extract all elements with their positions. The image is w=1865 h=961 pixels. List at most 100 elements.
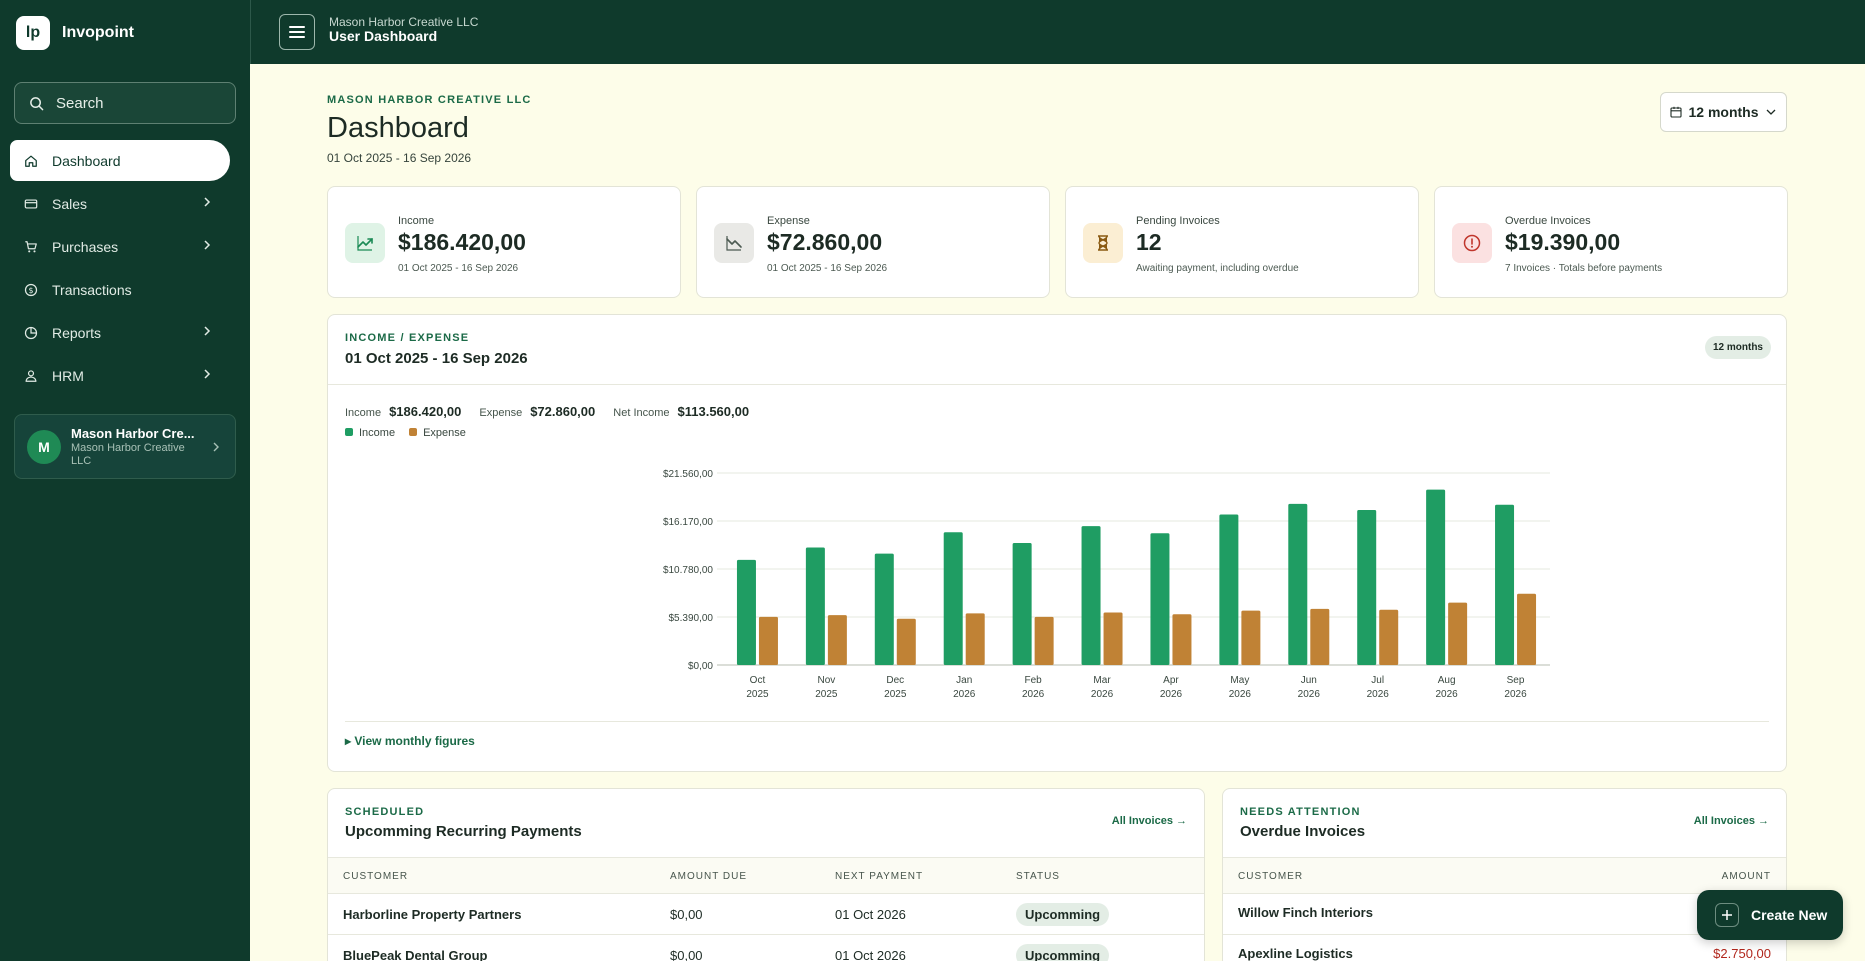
chart-title: 01 Oct 2025 - 16 Sep 2026 [345,350,528,367]
table-row[interactable]: Willow Finch Interiors [1223,894,1786,935]
bar-income [874,553,894,665]
sidebar: lp Invopoint Search Dashboard Sales Purc… [0,0,250,961]
bar-income [943,532,963,665]
hourglass-icon [1083,223,1123,263]
bar-income [805,547,825,665]
x-tick-label: Sep [1507,675,1525,686]
chevron-down-icon [1766,109,1775,115]
chevron-right-icon [213,442,219,452]
x-tick-label: 2025 [815,689,838,700]
sidebar-item-sales[interactable]: Sales [10,183,230,224]
page-date-range: 01 Oct 2025 - 16 Sep 2026 [327,151,472,165]
card-icon [24,198,38,209]
bar-expense [1310,608,1330,665]
app-name: Invopoint [62,24,134,41]
chevron-right-icon [204,369,211,379]
search-placeholder: Search [56,94,104,112]
menu-toggle-button[interactable] [279,14,315,50]
bar-income [1012,542,1032,665]
x-tick-label: 2026 [953,689,976,700]
stat-subtext: 01 Oct 2025 - 16 Sep 2026 [767,263,888,274]
topbar: Mason Harbor Creative LLC User Dashboard [250,0,1865,64]
sidebar-item-dashboard[interactable]: Dashboard [10,140,230,181]
sidebar-item-label: Purchases [52,238,119,255]
x-tick-label: 2026 [1229,689,1252,700]
sidebar-item-reports[interactable]: Reports [10,312,230,353]
bar-expense [1034,616,1054,665]
chevron-right-icon [204,240,211,250]
bar-income [1426,489,1446,665]
stat-card-overdue-invoices: Overdue Invoices $19.390,00 7 Invoices ·… [1434,186,1788,298]
total-net-income: Net Income $113.560,00 [613,404,750,419]
bar-expense [758,616,778,665]
alert-icon [1452,223,1492,263]
page-eyebrow: MASON HARBOR CREATIVE LLC [327,94,532,106]
section-eyebrow: SCHEDULED [345,806,425,818]
view-monthly-figures-toggle[interactable]: ▸ View monthly figures [345,734,475,748]
stat-label: Pending Invoices [1136,215,1220,227]
stat-value: $72.860,00 [767,229,883,255]
amount-cell: $0,00 [670,907,703,922]
income-expense-chart-card: INCOME / EXPENSE 01 Oct 2025 - 16 Sep 20… [327,314,1787,772]
user-name: Mason Harbor Cre... [71,425,195,441]
topbar-title: User Dashboard [329,28,438,44]
stat-card-expense: Expense $72.860,00 01 Oct 2025 - 16 Sep … [696,186,1050,298]
brand[interactable]: lp Invopoint [16,16,134,50]
search-input[interactable]: Search [14,82,236,124]
amount-cell: $2.750,00 [1713,946,1771,961]
y-tick-label: $5.390,00 [669,613,714,624]
table-header: CUSTOMER AMOUNT [1223,857,1786,894]
table-header: CUSTOMER AMOUNT DUE NEXT PAYMENT STATUS [328,857,1204,894]
total-income: Income $186.420,00 [345,404,462,419]
stat-label: Expense [767,215,810,227]
bar-expense [1103,612,1123,665]
legend-expense[interactable]: Expense [409,427,466,439]
column-header: AMOUNT DUE [670,871,748,882]
table-row[interactable]: Apexline Logistics $2.750,00 [1223,935,1786,961]
create-new-button[interactable]: Create New [1697,890,1843,940]
table-row[interactable]: Harborline Property Partners $0,00 01 Oc… [328,894,1204,935]
app-logo: lp [16,16,50,50]
y-tick-label: $16.170,00 [663,517,713,528]
hamburger-icon [289,26,305,38]
bar-income [1081,526,1101,665]
stat-label: Overdue Invoices [1505,215,1591,227]
plus-icon [1715,903,1739,927]
sidebar-item-label: Transactions [52,281,132,298]
user-profile-card[interactable]: M Mason Harbor Cre... Mason Harbor Creat… [14,414,236,479]
user-org: Mason Harbor Creative LLC [71,441,185,467]
topbar-org: Mason Harbor Creative LLC [329,15,479,29]
sidebar-item-purchases[interactable]: Purchases [10,226,230,267]
x-tick-label: Jul [1371,675,1384,686]
all-invoices-link[interactable]: All Invoices → [1111,815,1187,827]
trend-down-icon [714,223,754,263]
stat-card-pending-invoices: Pending Invoices 12 Awaiting payment, in… [1065,186,1419,298]
legend-income[interactable]: Income [345,427,395,439]
x-tick-label: Oct [750,675,766,686]
column-header: AMOUNT [1721,871,1771,882]
svg-text:$: $ [28,285,33,294]
x-tick-label: Apr [1163,675,1179,686]
section-eyebrow: NEEDS ATTENTION [1240,806,1361,818]
stat-value: $19.390,00 [1505,229,1621,255]
chart-period-badge: 12 months [1704,336,1771,359]
sidebar-item-hrm[interactable]: HRM [10,355,230,396]
sidebar-item-transactions[interactable]: $ Transactions [10,269,230,310]
stat-label: Income [398,215,435,227]
period-select[interactable]: 12 months [1660,92,1787,132]
bar-expense [896,618,916,665]
all-invoices-link[interactable]: All Invoices → [1693,815,1769,827]
customer-cell: BluePeak Dental Group [343,948,488,961]
sidebar-item-label: Dashboard [52,152,121,169]
table-row[interactable]: BluePeak Dental Group $0,00 01 Oct 2026 … [328,935,1204,961]
y-tick-label: $0,00 [688,661,713,672]
x-tick-label: 2026 [1298,689,1321,700]
bar-expense [1241,610,1261,665]
pie-icon [24,326,38,339]
bar-expense [1448,602,1468,665]
stat-subtext: Awaiting payment, including overdue [1136,263,1299,274]
recurring-payments-card: SCHEDULED Upcomming Recurring Payments A… [327,788,1205,961]
sidebar-item-label: HRM [52,367,84,384]
cart-icon [25,240,37,252]
bar-income [1357,510,1377,665]
